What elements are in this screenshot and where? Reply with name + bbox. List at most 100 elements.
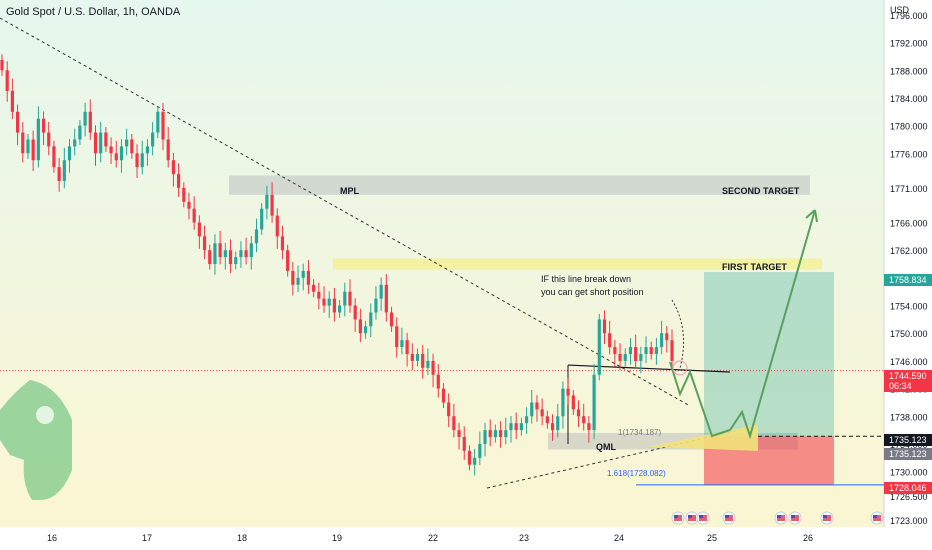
candle — [462, 426, 466, 460]
candle — [384, 274, 388, 322]
candle — [441, 383, 446, 408]
candle — [379, 277, 383, 312]
candle — [582, 403, 586, 431]
candle — [104, 127, 108, 152]
candle — [571, 389, 575, 415]
candle — [166, 127, 170, 168]
candle — [415, 348, 420, 367]
economic-event-icon — [788, 511, 802, 525]
candle — [623, 348, 627, 367]
candle — [524, 407, 529, 434]
currency-label: USD — [890, 5, 910, 15]
price-tick-label: 1792.000 — [890, 39, 928, 49]
candle — [337, 300, 342, 319]
zone-0 — [229, 175, 810, 195]
candle — [161, 102, 165, 151]
fib-1618-label: 1.618(1728.082) — [607, 469, 666, 478]
candle — [608, 320, 612, 355]
price-tick-label: 1771.000 — [890, 184, 928, 194]
candle — [660, 320, 664, 355]
rocket-logo — [0, 380, 72, 500]
candle — [260, 203, 264, 235]
candle — [535, 395, 539, 422]
candle — [592, 364, 596, 440]
candle — [296, 265, 300, 293]
candle — [280, 225, 285, 260]
zone-1 — [333, 258, 822, 270]
candle — [363, 320, 368, 339]
candle — [545, 410, 549, 429]
chart-title: Gold Spot / U.S. Dollar, 1h, OANDA — [6, 6, 181, 18]
candle — [634, 334, 638, 369]
price-tick-label: 1726.500 — [890, 492, 928, 502]
economic-event-icon — [696, 511, 710, 525]
candle — [26, 133, 30, 159]
price-tick-label: 1796.000 — [890, 11, 928, 21]
candle — [421, 345, 425, 379]
candle — [130, 133, 134, 159]
price-tag — [884, 482, 932, 494]
price-tick-label: 1788.000 — [890, 66, 928, 76]
price-tag-label: 1735.123 — [889, 435, 927, 445]
candle — [286, 244, 290, 277]
candle — [249, 236, 253, 270]
candle — [135, 144, 139, 178]
candle — [312, 279, 316, 298]
candle — [395, 317, 399, 358]
price-tag-countdown: 06:34 — [889, 381, 912, 391]
candle — [109, 137, 113, 165]
candle — [125, 128, 129, 156]
candle — [52, 140, 56, 173]
first-target-label: FIRST TARGET — [722, 262, 787, 272]
break-note: you can get short position — [541, 287, 644, 297]
price-tick-label: 1776.000 — [890, 149, 928, 159]
candle — [561, 381, 565, 429]
economic-event-icon — [685, 511, 699, 525]
candle — [426, 348, 430, 376]
economic-event-icon — [774, 511, 788, 525]
profit-zone — [704, 272, 834, 437]
price-tick-label: 1754.000 — [890, 302, 928, 312]
candle — [202, 225, 207, 260]
candle — [389, 306, 394, 332]
qml-label: QML — [596, 442, 616, 452]
candle — [369, 303, 373, 338]
candle — [670, 329, 674, 370]
price-tick-label: 1784.000 — [890, 94, 928, 104]
candle — [265, 185, 269, 220]
time-tick-label: 18 — [237, 533, 247, 543]
candle — [213, 234, 217, 275]
candle — [182, 182, 186, 208]
candle — [0, 54, 4, 76]
candle — [478, 431, 482, 466]
candle — [436, 364, 440, 398]
projected-path — [669, 209, 816, 440]
candle — [654, 338, 659, 365]
candle — [348, 279, 352, 313]
candle — [576, 400, 581, 428]
candle — [587, 415, 591, 443]
candle — [31, 130, 35, 171]
candle — [410, 343, 414, 370]
price-tick-label: 1762.000 — [890, 246, 928, 256]
candle — [192, 196, 196, 230]
price-tag-label: 1735.123 — [889, 449, 927, 459]
candle — [467, 445, 472, 471]
time-tick-label: 25 — [707, 533, 717, 543]
candle — [550, 414, 555, 441]
candle — [21, 121, 25, 163]
time-tick-label: 26 — [803, 533, 813, 543]
candle — [67, 139, 72, 173]
candle — [208, 244, 212, 270]
candle — [156, 106, 160, 139]
candle — [405, 332, 409, 367]
time-tick-label: 16 — [47, 533, 57, 543]
time-tick-label: 23 — [519, 533, 529, 543]
candle — [343, 282, 347, 317]
price-tag — [884, 434, 932, 446]
ascending-trendline — [486, 425, 759, 489]
price-tick-label: 1780.000 — [890, 122, 928, 132]
time-tick-label: 19 — [332, 533, 342, 543]
time-tick-label: 17 — [142, 533, 152, 543]
